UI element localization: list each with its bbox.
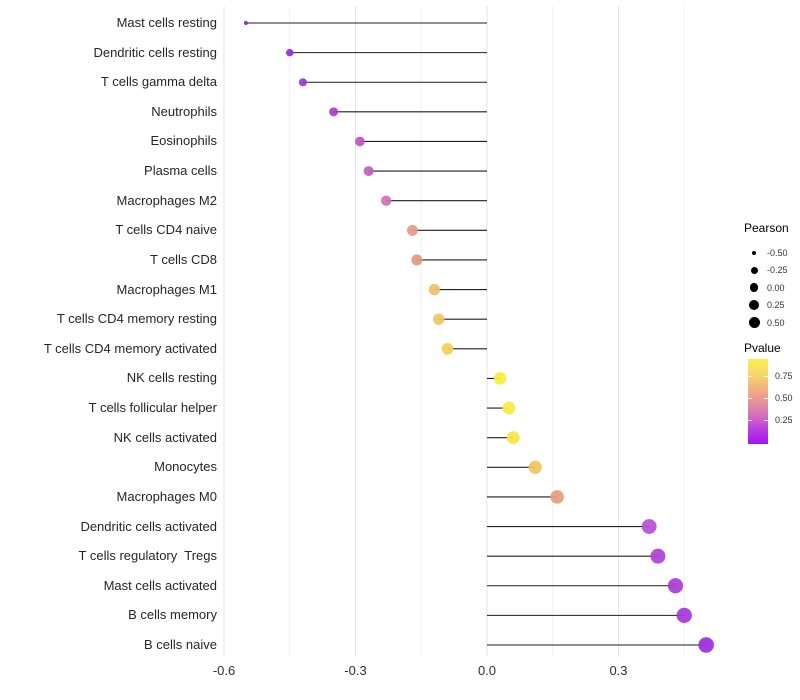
y-axis-label: NK cells resting	[126, 370, 217, 386]
pearson-legend-entry: -0.25	[743, 262, 800, 280]
pvalue-gradient-tick	[764, 420, 768, 421]
y-axis-label: T cells CD8	[150, 251, 217, 267]
data-point	[550, 490, 564, 504]
y-axis-label: Macrophages M1	[116, 281, 217, 297]
legend-size-label: 0.25	[767, 300, 785, 311]
y-axis-label: Mast cells activated	[103, 577, 217, 593]
y-axis-label: B cells naive	[144, 636, 217, 652]
y-axis-label: T cells CD4 memory activated	[43, 340, 217, 356]
data-point	[441, 342, 454, 355]
data-point	[380, 195, 392, 206]
y-axis-label: Dendritic cells resting	[93, 44, 217, 60]
x-axis-tick-label: -0.6	[212, 663, 236, 678]
legend-dot-cell	[743, 317, 765, 329]
pvalue-legend-label: 0.50	[775, 392, 793, 403]
pvalue-gradient-bar	[748, 359, 768, 444]
pvalue-gradient-wrap: 0.75 0.50 0.25	[743, 359, 800, 449]
y-axis-label: Mast cells resting	[116, 15, 217, 30]
y-axis-label: T cells follicular helper	[88, 400, 217, 416]
pvalue-legend-label: 0.75	[775, 370, 793, 381]
data-point	[411, 254, 423, 266]
legend-dot-cell	[743, 266, 765, 274]
legend-size-dot-icon	[751, 250, 757, 255]
data-point	[329, 107, 339, 117]
y-axis-label: Plasma cells	[144, 163, 217, 179]
legend-dot-cell	[743, 300, 765, 311]
data-point	[355, 136, 365, 147]
data-point	[667, 578, 684, 594]
legend-size-dot-icon	[749, 300, 759, 311]
y-axis-label: Dendritic cells activated	[80, 518, 217, 534]
y-axis-label: T cells regulatory Tregs	[78, 548, 217, 564]
pearson-legend-entry: 0.50	[743, 314, 800, 332]
data-point	[650, 548, 666, 564]
pvalue-gradient-tick	[748, 376, 752, 377]
pvalue-gradient-tick	[764, 376, 768, 377]
legend-size-label: 0.00	[767, 282, 785, 293]
data-point	[698, 637, 714, 653]
y-axis-label: NK cells activated	[113, 429, 217, 445]
y-axis-label: Eosinophils	[150, 133, 218, 149]
data-point	[285, 48, 294, 57]
legend-size-label: -0.25	[767, 265, 788, 276]
data-point	[363, 166, 374, 177]
data-point	[641, 519, 657, 534]
y-axis-label: T cells CD4 naive	[115, 222, 217, 238]
legend-dot-cell	[743, 250, 765, 255]
data-point	[406, 224, 418, 236]
pearson-legend-title: Pearson	[744, 221, 789, 235]
pvalue-gradient-tick	[748, 398, 752, 399]
data-point	[298, 78, 307, 87]
x-axis-tick-label: 0.0	[477, 663, 497, 678]
y-axis-label: Neutrophils	[151, 103, 217, 119]
pvalue-legend-title: Pvalue	[744, 341, 781, 355]
data-point	[433, 313, 445, 325]
y-axis-label: Macrophages M0	[116, 488, 217, 504]
x-axis-tick-label: -0.3	[344, 663, 367, 678]
y-axis-label: Macrophages M2	[116, 192, 217, 208]
legend-size-dot-icon	[749, 283, 759, 293]
y-axis-label: T cells CD4 memory resting	[56, 311, 217, 327]
legend-size-label: 0.50	[767, 317, 785, 328]
data-point	[502, 401, 516, 415]
y-axis-label: T cells gamma delta	[100, 74, 217, 90]
y-axis-label: Monocytes	[154, 459, 217, 475]
data-point	[506, 431, 520, 445]
legend-dot-cell	[743, 283, 765, 293]
x-axis-tick-label: 0.3	[609, 663, 628, 678]
data-point	[243, 21, 248, 25]
pearson-legend-entry: 0.25	[743, 297, 800, 315]
data-point	[428, 283, 441, 296]
data-point	[528, 460, 542, 474]
data-point	[676, 607, 692, 624]
pvalue-gradient-tick	[764, 398, 768, 399]
pvalue-gradient-tick	[748, 420, 752, 421]
pearson-legend-entry: 0.00	[743, 279, 800, 297]
pearson-legend-rows: -0.50 -0.25 0.00 0.25 0.50	[743, 244, 800, 332]
legend-size-label: -0.50	[767, 247, 788, 258]
pearson-size-legend: Pearson -0.50 -0.25 0.00 0.25 0.50	[743, 221, 800, 332]
pearson-legend-entry: -0.50	[743, 244, 800, 262]
y-axis-label: B cells memory	[128, 607, 217, 623]
legend-size-dot-icon	[748, 317, 760, 329]
legend-size-dot-icon	[750, 266, 758, 274]
pvalue-legend-label: 0.25	[775, 414, 793, 425]
data-point	[493, 372, 507, 385]
pvalue-color-legend: Pvalue 0.75 0.50 0.25	[743, 341, 800, 449]
